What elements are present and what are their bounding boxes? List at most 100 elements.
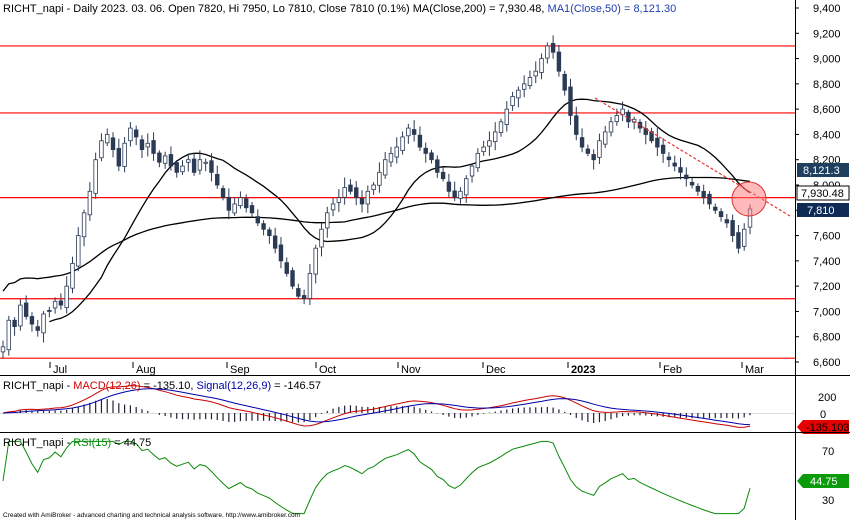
candle [545, 42, 550, 64]
candle [232, 197, 237, 216]
candle [637, 119, 643, 133]
candle [296, 283, 301, 300]
candle [348, 179, 353, 195]
candle [365, 185, 371, 214]
candle [672, 155, 677, 172]
price-ytick-label: 7,000 [813, 306, 841, 318]
price-ytick-label: 9,400 [813, 3, 841, 15]
price-ytick-label: 8,400 [813, 129, 841, 141]
price-ytick-label: 9,000 [813, 54, 841, 66]
candle [197, 150, 203, 175]
candle [695, 183, 701, 196]
candle [180, 160, 185, 175]
candle [411, 120, 417, 142]
ma200-line [2, 176, 751, 292]
candle [284, 257, 289, 277]
candle [18, 299, 23, 331]
candle [319, 222, 324, 257]
candle [464, 175, 469, 203]
candle [597, 133, 602, 164]
candle [52, 297, 58, 314]
candle [122, 136, 127, 173]
ma50-badge-text: 8,121.3 [803, 165, 840, 177]
candle [70, 256, 75, 294]
candle [6, 315, 11, 356]
candle [342, 177, 347, 205]
candle [568, 78, 573, 126]
candle [93, 152, 98, 199]
candle [307, 264, 313, 306]
price-xtick-label: Nov [401, 364, 421, 376]
candle [174, 159, 179, 178]
candle [238, 191, 243, 209]
price-panel: 9,4009,2009,0008,8008,6008,4008,2008,000… [0, 0, 850, 376]
candle [0, 340, 6, 359]
candle [487, 131, 492, 156]
candle [707, 191, 712, 210]
macd-title: RICHT_napi - MACD(12,26) = -135.10, Sign… [3, 380, 321, 392]
candle [742, 223, 747, 251]
candle [133, 125, 139, 146]
candle [186, 153, 191, 172]
candle [574, 106, 579, 141]
candle [736, 224, 741, 254]
candle [493, 122, 498, 151]
price-ytick-label: 7,200 [813, 281, 841, 293]
candle [660, 138, 666, 163]
candle [608, 116, 614, 137]
price-ytick-label: 6,800 [813, 332, 841, 344]
candle [41, 311, 46, 343]
candle [76, 227, 81, 272]
candle [87, 182, 93, 221]
candle [290, 267, 295, 290]
price-xtick-label: Oct [319, 364, 336, 376]
rsi-ytick-70: 70 [822, 446, 834, 458]
price-ytick-label: 7,400 [813, 256, 841, 268]
candle [267, 227, 272, 244]
candle [458, 187, 463, 204]
candle [64, 276, 69, 314]
candle [261, 220, 266, 236]
candle [145, 133, 150, 157]
price-xtick-label: Aug [136, 364, 156, 376]
rsi-badge-text: 44.75 [810, 476, 838, 488]
candle [678, 157, 683, 180]
candle [666, 152, 672, 167]
macd-badge-text: -135.103 [806, 422, 849, 434]
candle [504, 101, 509, 132]
candle [591, 149, 596, 170]
candle [325, 206, 330, 238]
price-ytick-label: 8,800 [813, 79, 841, 91]
candle [81, 209, 87, 247]
support-resistance-lines [0, 45, 795, 359]
candle [452, 181, 457, 201]
candle [481, 140, 486, 156]
price-ytick-label: 8,600 [813, 104, 841, 116]
candle [151, 132, 156, 161]
candle [58, 293, 64, 310]
candle [330, 198, 336, 217]
candle [713, 203, 718, 214]
candle [203, 158, 208, 172]
candle [215, 165, 220, 189]
candle [684, 167, 689, 187]
rsi-line [2, 440, 751, 515]
candle [128, 122, 133, 147]
candle [701, 184, 706, 205]
candle [377, 162, 382, 193]
price-x-axis: Jul Aug Sep Oct Nov Dec 2023 Feb Mar [49, 362, 764, 376]
candle [469, 163, 475, 183]
ma50-line [49, 98, 751, 323]
price-ytick-label: 6,600 [813, 357, 841, 369]
ma200-badge-text: 7,930.48 [801, 188, 844, 200]
candle [400, 131, 405, 155]
candle [47, 306, 52, 318]
candle [539, 53, 544, 80]
candle [689, 177, 695, 189]
candle [730, 214, 735, 243]
candle [435, 155, 440, 178]
candle [429, 149, 434, 164]
candle [209, 153, 214, 182]
price-xtick-label: Dec [486, 364, 506, 376]
rsi-panel: 70 30 44.75 RICHT_napi - RSI(15) = 44.75 [2, 433, 849, 520]
